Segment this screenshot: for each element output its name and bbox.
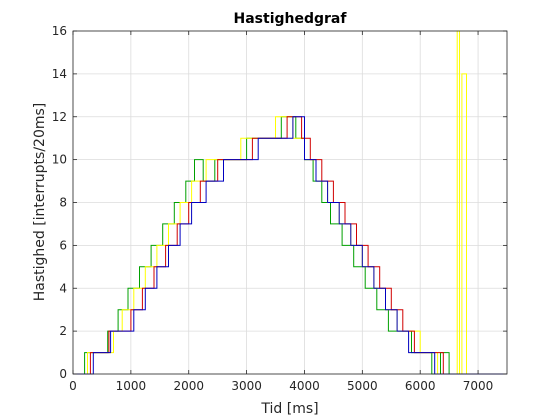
x-tick-label: 3000 bbox=[231, 379, 262, 393]
chart-title: Hastighedgraf bbox=[234, 11, 348, 27]
x-tick-label: 6000 bbox=[405, 379, 436, 393]
y-tick-label: 16 bbox=[52, 24, 67, 38]
series-line-3 bbox=[73, 116, 507, 375]
y-tick-label: 0 bbox=[59, 367, 67, 381]
x-tick-label: 2000 bbox=[173, 379, 204, 393]
series-layer bbox=[73, 30, 507, 375]
y-tick-label: 8 bbox=[59, 196, 67, 210]
series-line-2 bbox=[73, 116, 507, 375]
y-tick-label: 12 bbox=[52, 110, 67, 124]
y-tick-label: 10 bbox=[52, 153, 67, 167]
x-tick-label: 1000 bbox=[116, 379, 147, 393]
x-axis-label: Tid [ms] bbox=[260, 401, 318, 417]
y-axis-label: Hastighed [interrupts/20ms] bbox=[32, 103, 48, 302]
x-tick-label: 7000 bbox=[463, 379, 494, 393]
y-tick-label: 6 bbox=[59, 238, 67, 252]
x-tick-label: 0 bbox=[69, 379, 77, 393]
y-tick-label: 14 bbox=[52, 67, 67, 81]
x-tick-label: 4000 bbox=[289, 379, 320, 393]
x-tick-label: 5000 bbox=[347, 379, 378, 393]
y-tick-label: 2 bbox=[59, 324, 67, 338]
y-tick-label: 4 bbox=[59, 281, 67, 295]
tick-layer: 0 1000 2000 3000 4000 5000 6000 7000 0 2 4 6 8 10 12 14… bbox=[52, 24, 507, 393]
